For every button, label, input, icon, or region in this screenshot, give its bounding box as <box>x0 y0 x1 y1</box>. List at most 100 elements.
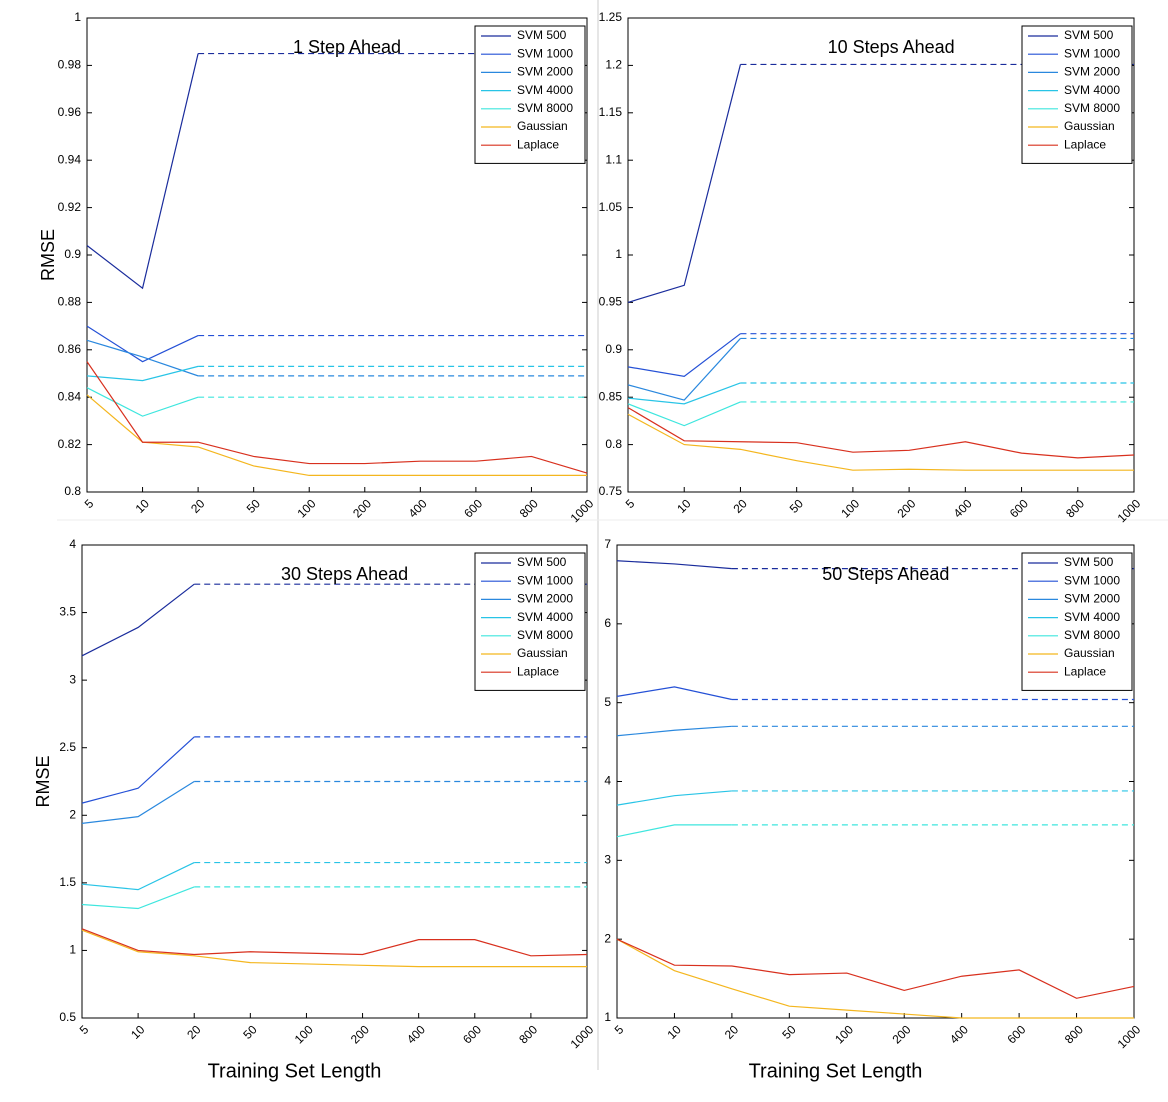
x-tick-label: 5 <box>623 496 638 511</box>
x-tick-label: 800 <box>1063 496 1087 520</box>
series-line <box>81 583 195 657</box>
y-tick-label: 0.86 <box>58 342 82 356</box>
series-line <box>627 64 742 303</box>
series-line <box>81 928 588 957</box>
series-line <box>81 929 587 968</box>
x-tick-label: 5 <box>77 1022 92 1037</box>
y-axis-label: RMSE <box>33 755 53 807</box>
y-tick-label: 0.9 <box>605 342 622 356</box>
y-tick-label: 7 <box>604 537 611 551</box>
legend-label: SVM 500 <box>1064 28 1114 42</box>
x-tick-label: 800 <box>516 1022 540 1046</box>
x-tick-label: 20 <box>184 1022 204 1042</box>
legend-label: SVM 8000 <box>517 101 573 115</box>
legend-box <box>474 552 586 691</box>
y-tick-label: 0.85 <box>599 389 623 403</box>
legend-label: SVM 4000 <box>517 610 573 624</box>
x-tick-label: 10 <box>674 496 694 516</box>
y-tick-label: 0.98 <box>58 58 82 72</box>
x-tick-label: 400 <box>947 1022 971 1046</box>
y-tick-label: 1.05 <box>599 200 623 214</box>
y-tick-label: 1.5 <box>59 875 76 889</box>
y-tick-label: 1 <box>74 10 81 24</box>
legend-label: SVM 4000 <box>1064 610 1120 624</box>
legend-label: SVM 2000 <box>1064 592 1120 606</box>
y-tick-label: 0.82 <box>58 437 82 451</box>
x-tick-label: 200 <box>894 496 918 520</box>
legend-label: Gaussian <box>1064 119 1115 133</box>
legend-label: SVM 2000 <box>1064 65 1120 79</box>
y-tick-label: 0.8 <box>64 484 81 498</box>
x-tick-label: 1000 <box>1115 496 1144 525</box>
x-tick-label: 100 <box>295 496 319 520</box>
legend-label: SVM 1000 <box>517 46 573 60</box>
legend-label: SVM 500 <box>1064 555 1114 569</box>
x-tick-label: 100 <box>292 1022 316 1046</box>
legend-label: SVM 500 <box>517 555 567 569</box>
series-line <box>627 407 1135 459</box>
y-tick-label: 1.25 <box>599 10 623 24</box>
x-tick-label: 600 <box>1004 1022 1028 1046</box>
series-line <box>86 361 588 474</box>
y-tick-label: 3 <box>69 672 76 686</box>
x-tick-label: 50 <box>779 1022 799 1042</box>
series-line <box>86 365 199 382</box>
x-tick-label: 10 <box>128 1022 148 1042</box>
x-tick-label: 50 <box>240 1022 260 1042</box>
y-tick-label: 2.5 <box>59 740 76 754</box>
series-line <box>616 560 732 570</box>
x-tick-label: 50 <box>244 496 264 516</box>
x-tick-label: 5 <box>82 496 97 511</box>
legend-box <box>474 25 586 164</box>
series-line <box>616 938 1134 1019</box>
series-line <box>616 790 732 806</box>
x-tick-label: 1000 <box>568 496 597 525</box>
legend-label: SVM 4000 <box>517 83 573 97</box>
legend-label: SVM 1000 <box>1064 573 1120 587</box>
y-tick-label: 1.15 <box>599 105 623 119</box>
x-tick-label: 400 <box>951 496 975 520</box>
y-tick-label: 2 <box>69 807 76 821</box>
x-tick-label: 1000 <box>568 1022 597 1051</box>
x-tick-label: 200 <box>348 1022 372 1046</box>
y-tick-label: 1.2 <box>605 58 622 72</box>
series-line <box>81 736 195 804</box>
x-tick-label: 20 <box>722 1022 742 1042</box>
x-tick-label: 600 <box>1007 496 1031 520</box>
series-line <box>86 53 199 290</box>
legend-label: Gaussian <box>1064 646 1115 660</box>
y-tick-label: 0.8 <box>605 437 622 451</box>
chart-title: 10 Steps Ahead <box>828 37 955 57</box>
x-tick-label: 600 <box>460 1022 484 1046</box>
y-tick-label: 0.5 <box>59 1010 76 1024</box>
chart-title: 1 Step Ahead <box>293 37 401 57</box>
series-line <box>81 886 195 910</box>
series-line <box>616 725 732 737</box>
legend-label: SVM 8000 <box>517 628 573 642</box>
legend-label: Laplace <box>517 137 559 151</box>
series-line <box>81 862 195 891</box>
y-tick-label: 4 <box>604 774 611 788</box>
y-tick-label: 0.95 <box>599 295 623 309</box>
x-tick-label: 200 <box>350 496 374 520</box>
x-tick-label: 800 <box>517 496 541 520</box>
chart-title: 30 Steps Ahead <box>281 564 408 584</box>
series-line <box>86 387 199 417</box>
y-tick-label: 6 <box>604 616 611 630</box>
legend-label: SVM 4000 <box>1064 83 1120 97</box>
y-tick-label: 2 <box>604 931 611 945</box>
legend-label: Laplace <box>517 664 559 678</box>
y-tick-label: 1 <box>604 1010 611 1024</box>
y-tick-label: 4 <box>69 537 76 551</box>
x-tick-label: 10 <box>664 1022 684 1042</box>
x-tick-label: 400 <box>406 496 430 520</box>
x-tick-label: 800 <box>1062 1022 1086 1046</box>
legend-label: Gaussian <box>517 646 568 660</box>
series-line <box>627 338 741 401</box>
series-line <box>81 780 195 824</box>
legend-box <box>1021 552 1133 691</box>
legend-label: Laplace <box>1064 137 1106 151</box>
x-tick-label: 400 <box>404 1022 428 1046</box>
x-tick-label: 5 <box>612 1022 627 1037</box>
